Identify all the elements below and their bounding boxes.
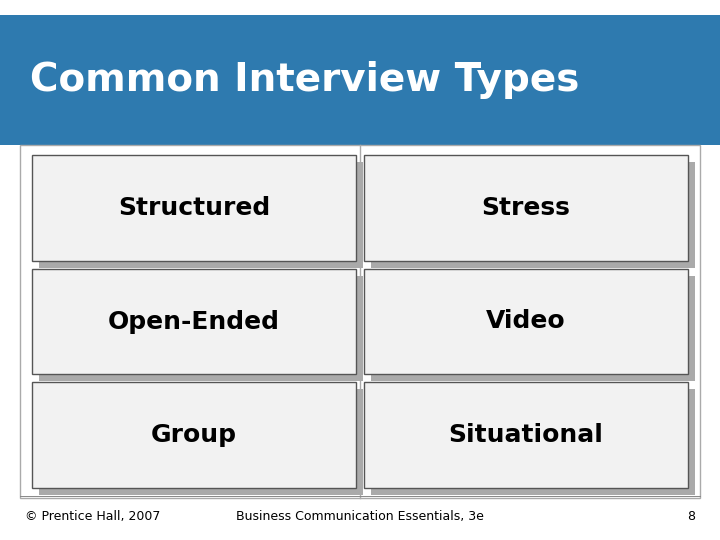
Bar (364, 269, 688, 374)
Text: Open-Ended: Open-Ended (108, 309, 280, 334)
Bar (32, 269, 356, 374)
Bar (371, 275, 695, 381)
Text: Stress: Stress (482, 196, 570, 220)
Text: Business Communication Essentials, 3e: Business Communication Essentials, 3e (236, 510, 484, 523)
Text: Common Interview Types: Common Interview Types (30, 61, 580, 99)
Bar (32, 155, 356, 261)
Bar (364, 382, 688, 488)
Bar (39, 389, 363, 495)
Bar (39, 275, 363, 381)
Bar (371, 389, 695, 495)
Text: Group: Group (151, 423, 237, 447)
Text: Structured: Structured (118, 196, 270, 220)
Bar (32, 382, 356, 488)
Bar (39, 162, 363, 268)
Bar (371, 162, 695, 268)
Text: Situational: Situational (449, 423, 603, 447)
Text: Video: Video (486, 309, 566, 334)
Text: 8: 8 (687, 510, 695, 523)
Text: © Prentice Hall, 2007: © Prentice Hall, 2007 (25, 510, 161, 523)
Bar (364, 155, 688, 261)
Bar (20, 145, 700, 498)
Bar (0, 15, 720, 145)
